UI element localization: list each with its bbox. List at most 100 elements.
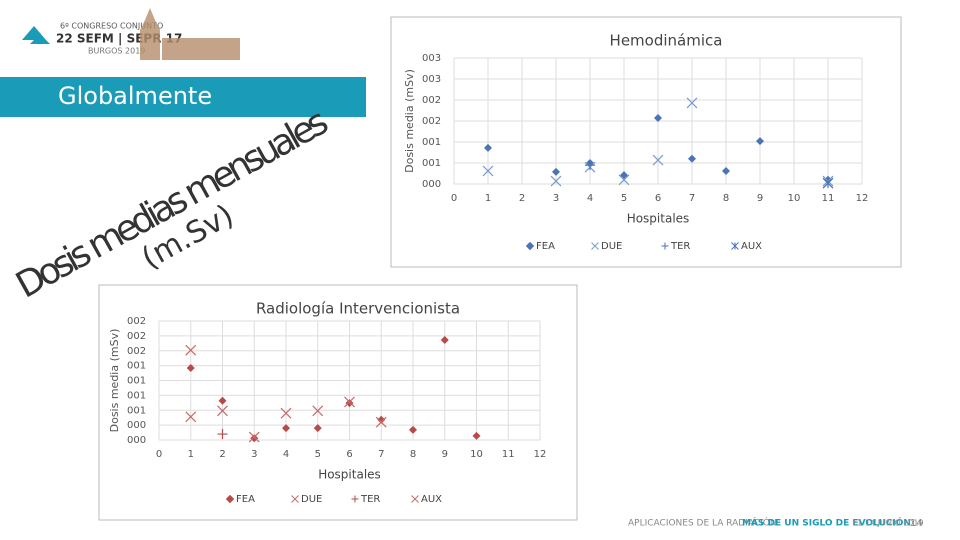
logo-text: 6º CONGRESO CONJUNTO xyxy=(60,22,163,31)
y-tick-label: 001 xyxy=(127,390,146,401)
legend-marker xyxy=(591,242,599,250)
data-point xyxy=(652,154,664,166)
data-point xyxy=(185,344,197,356)
section-title: Globalmente xyxy=(58,82,212,110)
heading: Dosis medias mensuales xyxy=(9,101,335,307)
legend-label: DUE xyxy=(601,241,622,252)
data-point xyxy=(375,416,387,428)
data-point xyxy=(686,97,698,109)
legend-marker xyxy=(411,495,419,503)
y-tick-label: 002 xyxy=(422,116,441,127)
legend-label: TER xyxy=(670,241,690,252)
footer-text: 11-14 JUNIO 2019 xyxy=(852,519,924,528)
x-tick-label: 8 xyxy=(723,193,729,204)
chart-title: Hemodinámica xyxy=(610,32,723,50)
y-tick-label: 002 xyxy=(127,316,146,327)
y-tick-label: 000 xyxy=(127,435,146,446)
legend-label: AUX xyxy=(741,241,762,252)
x-axis-label: Hospitales xyxy=(627,212,690,226)
data-point xyxy=(185,411,197,423)
data-point xyxy=(313,424,322,433)
x-tick-label: 4 xyxy=(283,449,289,460)
legend-label: FEA xyxy=(236,494,255,505)
x-tick-label: 11 xyxy=(822,193,835,204)
x-tick-label: 12 xyxy=(856,193,869,204)
x-tick-label: 12 xyxy=(534,449,547,460)
legend-label: TER xyxy=(360,494,380,505)
legend-label: FEA xyxy=(536,241,555,252)
data-point xyxy=(756,137,764,146)
data-point xyxy=(282,424,290,433)
legend-label: DUE xyxy=(301,494,322,505)
y-tick-label: 002 xyxy=(127,331,146,342)
y-tick-label: 002 xyxy=(127,346,146,357)
data-point xyxy=(217,405,228,417)
legend-marker xyxy=(351,495,359,503)
x-tick-label: 9 xyxy=(442,449,448,460)
data-point xyxy=(186,364,195,373)
x-tick-label: 4 xyxy=(587,193,593,204)
data-point xyxy=(484,143,492,152)
legend-label: AUX xyxy=(421,494,442,505)
data-point xyxy=(345,399,354,408)
data-point xyxy=(552,167,560,176)
cathedral-image xyxy=(140,8,240,60)
data-point xyxy=(585,160,595,171)
x-tick-label: 5 xyxy=(621,193,627,204)
x-axis-label: Hospitales xyxy=(318,468,381,482)
logo-text: BURGOS 2019 xyxy=(88,47,145,56)
x-tick-label: 0 xyxy=(156,449,162,460)
legend-marker xyxy=(661,242,669,250)
legend-marker xyxy=(731,242,739,250)
x-tick-label: 8 xyxy=(410,449,416,460)
chart-title: Radiología Intervencionista xyxy=(256,300,460,318)
data-point xyxy=(312,405,324,417)
x-tick-label: 10 xyxy=(470,449,483,460)
x-tick-label: 9 xyxy=(757,193,763,204)
x-tick-label: 5 xyxy=(315,449,321,460)
x-tick-label: 2 xyxy=(519,193,525,204)
y-tick-label: 002 xyxy=(422,95,441,106)
data-point xyxy=(218,396,227,405)
data-point xyxy=(654,114,662,123)
y-tick-label: 001 xyxy=(127,361,146,372)
data-point xyxy=(688,154,696,163)
y-tick-label: 001 xyxy=(422,137,441,148)
data-point xyxy=(248,431,260,443)
data-point xyxy=(344,396,355,408)
data-point xyxy=(280,407,292,419)
data-point xyxy=(822,177,834,189)
logo-icon xyxy=(22,26,50,44)
x-tick-label: 10 xyxy=(788,193,801,204)
data-point xyxy=(482,165,494,177)
data-point xyxy=(618,174,630,186)
y-tick-label: 000 xyxy=(127,420,146,431)
legend-marker xyxy=(525,241,535,251)
y-axis-label: Dosis media (mSv) xyxy=(108,329,121,433)
y-tick-label: 003 xyxy=(422,74,441,85)
logo: 6º CONGRESO CONJUNTO 22 SEFM | SEPR 17 B… xyxy=(22,8,240,60)
data-point xyxy=(250,434,259,443)
chart-frame xyxy=(98,284,578,521)
x-tick-label: 6 xyxy=(346,449,352,460)
section-bar xyxy=(0,77,366,117)
data-point xyxy=(472,431,481,440)
footer-text: APLICACIONES DE LA RADIACIÓN xyxy=(628,517,777,529)
y-tick-label: 000 xyxy=(422,179,441,190)
data-point xyxy=(440,336,449,345)
x-tick-label: 7 xyxy=(378,449,384,460)
x-tick-label: 1 xyxy=(485,193,491,204)
y-tick-label: 001 xyxy=(422,158,441,169)
x-tick-label: 11 xyxy=(502,449,515,460)
legend-marker xyxy=(225,494,235,504)
y-tick-label: 001 xyxy=(127,376,146,387)
page-number: 14 xyxy=(910,518,923,529)
x-tick-label: 1 xyxy=(188,449,194,460)
footer-text: MÁS DE UN SIGLO DE EVOLUCIÓN xyxy=(742,517,911,529)
x-tick-label: 6 xyxy=(655,193,661,204)
x-tick-label: 7 xyxy=(689,193,695,204)
data-point xyxy=(550,175,562,187)
data-point xyxy=(377,415,386,424)
data-point xyxy=(409,425,417,434)
